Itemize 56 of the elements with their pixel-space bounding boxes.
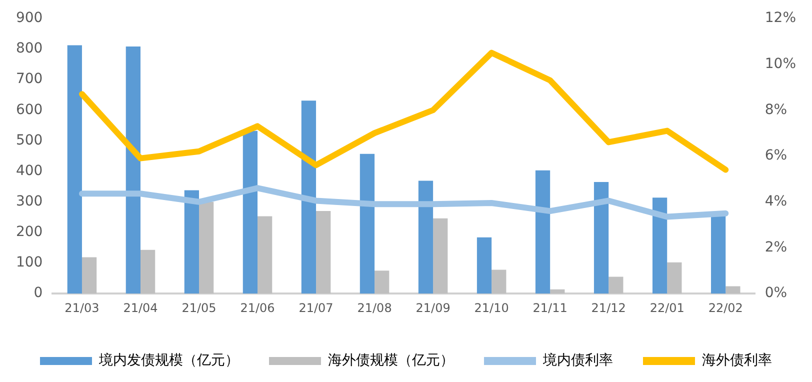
y2-tick-label: 6% (764, 148, 788, 164)
x-tick-label: 21/11 (532, 300, 568, 315)
legend-label: 境内发债规模（亿元） (98, 352, 239, 369)
bar (608, 276, 624, 294)
bar (726, 286, 740, 294)
bar (258, 216, 272, 294)
bar (594, 182, 609, 294)
legend-label: 境内债利率 (542, 352, 613, 369)
y2-tick-label: 2% (764, 239, 788, 256)
bar (476, 237, 492, 294)
x-tick-label: 21/06 (240, 300, 275, 315)
bar (667, 262, 682, 294)
bar (82, 257, 97, 294)
y-tick-label: 300 (16, 194, 43, 210)
x-tick-label: 21/12 (591, 300, 626, 315)
y2-tick-label: 12% (764, 10, 796, 26)
y-tick-label: 400 (16, 162, 43, 179)
bar (535, 170, 550, 294)
bar (652, 198, 668, 294)
x-tick-label: 21/04 (123, 300, 158, 315)
y-tick-label: 800 (16, 40, 43, 57)
y2-tick-label: 8% (764, 102, 788, 118)
bar (433, 218, 448, 294)
y-tick-label: 0 (34, 285, 43, 302)
bar (242, 130, 258, 294)
bar (199, 202, 214, 294)
bar (67, 45, 82, 294)
y-tick-label: 600 (16, 102, 43, 118)
x-tick-label: 21/03 (64, 300, 100, 315)
y-tick-label: 900 (16, 10, 43, 26)
y-tick-label: 100 (16, 254, 43, 271)
bar (126, 46, 140, 294)
x-tick-label: 22/01 (650, 300, 684, 315)
y2-tick-label: 0% (764, 285, 788, 302)
legend-label: 海外债规模（亿元） (328, 352, 454, 369)
y2-tick-label: 4% (764, 194, 788, 210)
x-tick-label: 21/08 (357, 300, 392, 315)
x-tick-label: 21/07 (298, 300, 334, 315)
x-tick-label: 21/09 (416, 300, 450, 315)
y-tick-label: 500 (16, 132, 43, 148)
x-tick-label: 21/10 (474, 300, 509, 315)
bar (316, 211, 331, 294)
y2-tick-label: 10% (764, 56, 796, 72)
y-tick-label: 700 (16, 71, 43, 88)
bar (374, 270, 390, 294)
x-tick-label: 22/02 (708, 300, 743, 315)
x-tick-label: 21/05 (182, 300, 216, 315)
y-tick-label: 200 (16, 224, 43, 240)
legend-label: 海外债利率 (702, 352, 772, 369)
bar (418, 180, 434, 294)
bar (360, 154, 375, 294)
bar (550, 289, 565, 294)
bar (140, 250, 156, 294)
bar (301, 100, 316, 294)
bar (492, 270, 506, 294)
bar (184, 190, 200, 294)
